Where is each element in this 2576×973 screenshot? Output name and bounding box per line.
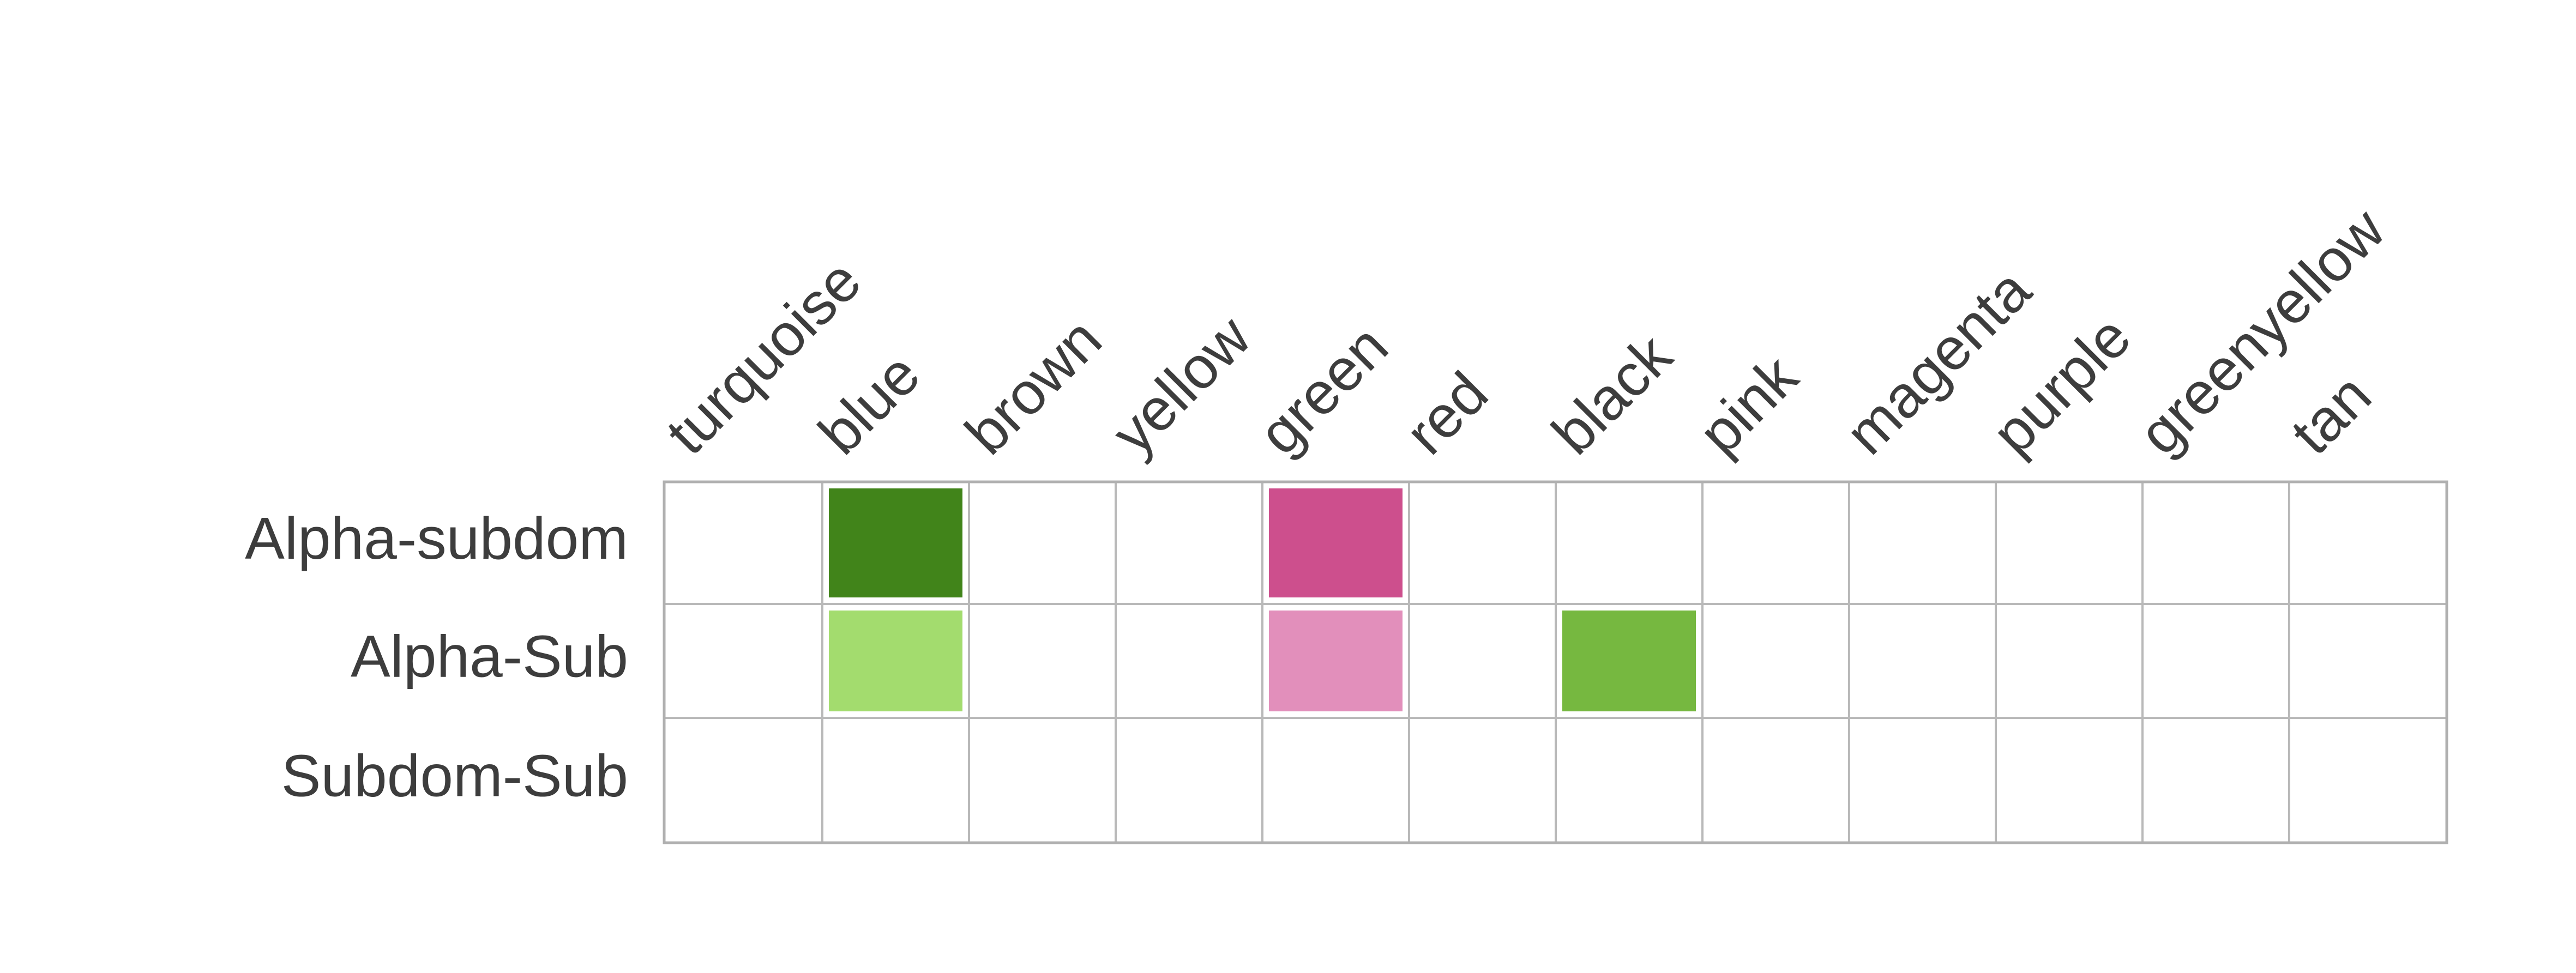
- row-label-subdom-sub: Subdom-Sub: [281, 742, 628, 809]
- heatmap-cell-alpha-sub-green: [1265, 606, 1407, 716]
- heatmap-cell-alpha-sub-black: [1558, 606, 1700, 716]
- column-label-black: black: [1539, 322, 1685, 467]
- heatmap-cell-alpha-subdom-green: [1265, 484, 1407, 602]
- column-label-yellow: yellow: [1099, 303, 1263, 467]
- column-label-red: red: [1393, 359, 1501, 467]
- row-label-alpha-subdom: Alpha-subdom: [245, 505, 628, 572]
- column-label-brown: brown: [953, 306, 1114, 467]
- heatmap-cells: [824, 484, 1700, 716]
- heatmap-cell-alpha-sub-blue: [824, 606, 967, 716]
- heatmap-cell-alpha-subdom-blue: [824, 484, 967, 602]
- column-label-pink: pink: [1686, 343, 1810, 467]
- row-labels: Alpha-subdom Alpha-Sub Subdom-Sub: [245, 505, 628, 809]
- column-label-blue: blue: [806, 341, 932, 467]
- heatmap-frame: [663, 480, 2448, 844]
- row-label-alpha-sub: Alpha-Sub: [351, 623, 628, 690]
- column-label-green: green: [1246, 313, 1400, 467]
- column-label-tan: tan: [2278, 362, 2384, 467]
- heatmap-grid: [663, 480, 2448, 844]
